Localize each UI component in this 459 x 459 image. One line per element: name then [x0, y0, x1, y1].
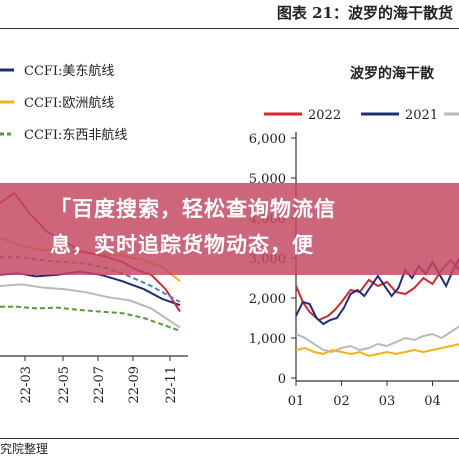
series-line [0, 305, 181, 332]
source-note: 究院整理 [0, 442, 49, 456]
series-line [295, 325, 459, 354]
bottom-rule [0, 438, 459, 439]
y-tick-label: 6,000 [249, 132, 286, 147]
left-chart-x-ticks: 22-03 22-05 22-07 22-09 22-11 [19, 356, 179, 403]
series-line [295, 257, 459, 326]
legend-label: CCFI:东西非航线 [24, 127, 127, 143]
right-chart-x-ticks: 0102030405 [288, 381, 441, 409]
y-tick-label: 0 [278, 372, 286, 387]
x-tick-label: 22-11 [164, 366, 179, 403]
top-rule [0, 28, 459, 29]
promo-banner-line-2: 息，实时追踪货物动态，便 [50, 233, 314, 257]
legend-label: CCFI:欧洲航线 [24, 95, 114, 111]
series-line [0, 283, 181, 329]
x-tick-label: 02 [333, 394, 350, 409]
x-tick-label: 22-09 [127, 366, 142, 403]
legend-label: 2022 [308, 108, 341, 123]
right-chart-series [295, 257, 459, 358]
series-line [295, 258, 459, 322]
x-tick-label: 22-07 [92, 366, 107, 403]
promo-banner-text: 「百度搜索，轻松查询物流信 息，实时追踪货物动态，便 [50, 191, 450, 263]
y-tick-label: 2,000 [249, 292, 286, 307]
x-tick-label: 04 [424, 394, 441, 409]
x-tick-label: 22-03 [19, 366, 34, 403]
figure-title: 图表 21：波罗的海干散货 [276, 4, 453, 22]
legend-label: 2021 [405, 108, 438, 123]
series-line [295, 343, 459, 358]
promo-banner-line-1: 「百度搜索，轻松查询物流信 [50, 197, 336, 221]
legend-label: CCFI:美东航线 [24, 63, 114, 79]
x-tick-label: 03 [379, 394, 396, 409]
promo-banner[interactable]: 「百度搜索，轻松查询物流信 息，实时追踪货物动态，便 [0, 183, 459, 275]
right-chart-legend: 2022 2021 [264, 108, 459, 123]
x-tick-label: 22-05 [57, 366, 72, 403]
left-chart-legend: CCFI:美东航线 CCFI:欧洲航线 CCFI:东西非航线 [0, 63, 127, 143]
y-tick-label: 1,000 [249, 332, 286, 347]
right-chart-title: 波罗的海干散 [350, 65, 435, 82]
x-tick-label: 01 [288, 394, 305, 409]
